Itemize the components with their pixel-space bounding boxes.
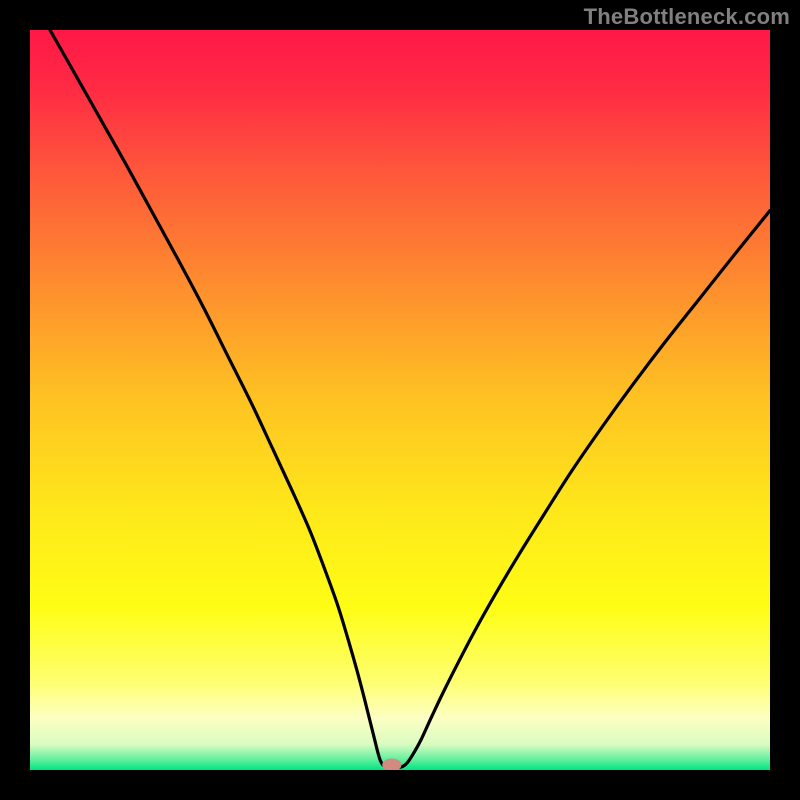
optimal-point-marker	[382, 759, 401, 772]
bottleneck-chart	[0, 0, 800, 800]
chart-stage: TheBottleneck.com	[0, 0, 800, 800]
plot-background	[30, 30, 770, 770]
watermark-text: TheBottleneck.com	[584, 4, 790, 30]
